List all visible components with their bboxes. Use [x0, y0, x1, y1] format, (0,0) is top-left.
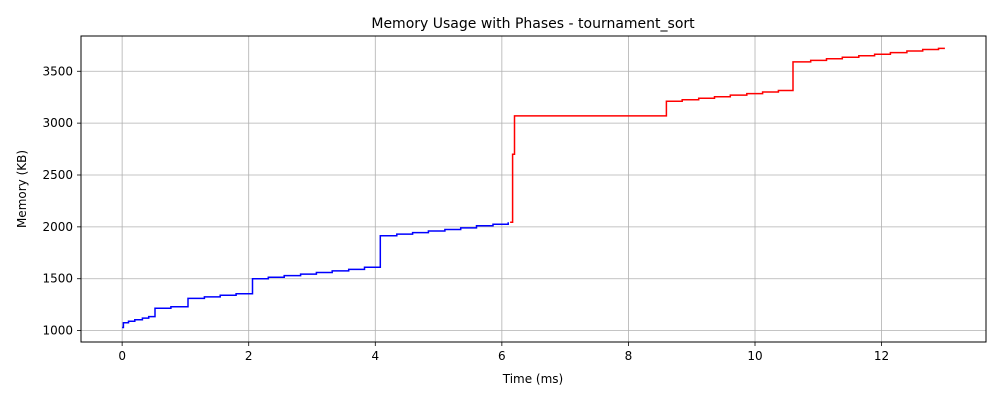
data-series-group	[122, 47, 945, 329]
series-line-1	[122, 222, 509, 329]
x-tick-label: 12	[874, 349, 889, 363]
y-tick-label: 2000	[42, 220, 73, 234]
y-tick-label: 1000	[42, 324, 73, 338]
y-tick-label: 3000	[42, 116, 73, 130]
x-axis-label: Time (ms)	[502, 372, 564, 386]
y-tick-label: 1500	[42, 272, 73, 286]
x-tick-label: 2	[245, 349, 253, 363]
y-tick-label: 3500	[42, 64, 73, 78]
y-axis-label: Memory (KB)	[15, 150, 29, 228]
x-tick-label: 10	[747, 349, 762, 363]
grid-lines	[81, 36, 986, 342]
axis-ticks: 0 2 4 6 8 10 12 1000 1500 2000 2500 3000 3500	[42, 64, 889, 363]
x-tick-label: 4	[371, 349, 379, 363]
x-tick-label: 8	[625, 349, 633, 363]
x-tick-label: 6	[498, 349, 506, 363]
y-tick-label: 2500	[42, 168, 73, 182]
chart-title: Memory Usage with Phases - tournament_so…	[371, 16, 695, 32]
series-line-2	[510, 47, 945, 223]
x-tick-label: 0	[118, 349, 126, 363]
plot-frame	[80, 35, 987, 343]
